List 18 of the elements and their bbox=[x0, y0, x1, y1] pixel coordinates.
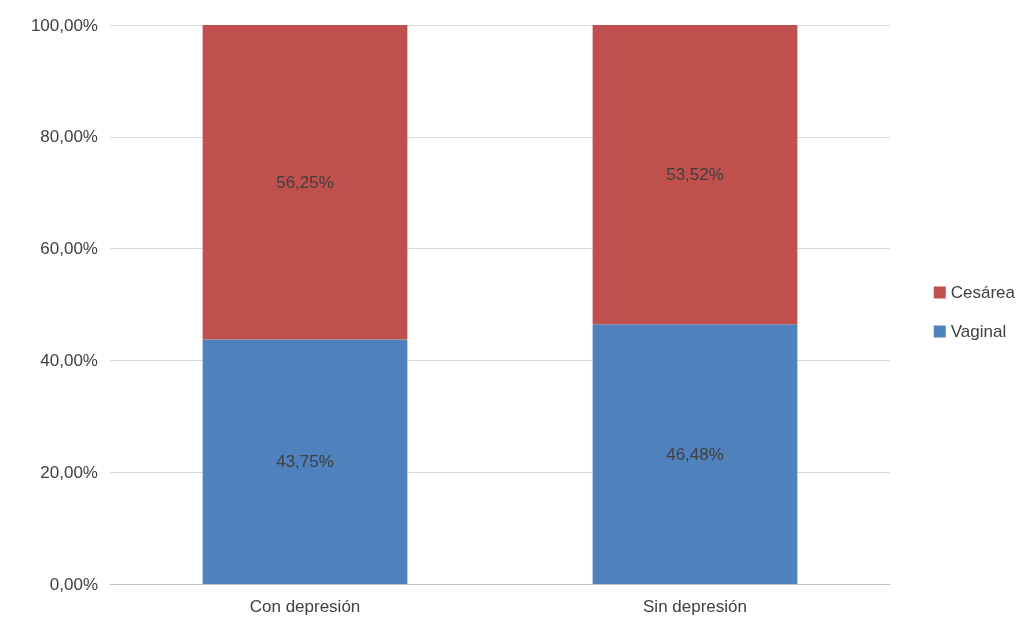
y-tick-label: 20,00% bbox=[40, 462, 98, 482]
y-tick-label: 60,00% bbox=[40, 239, 98, 259]
bar bbox=[592, 25, 798, 325]
legend-label: Vaginal bbox=[950, 322, 1007, 341]
y-tick-label: 80,00% bbox=[40, 127, 98, 147]
y-tick-label: 0,00% bbox=[49, 574, 98, 594]
bar bbox=[592, 324, 798, 584]
data-label: 46,48% bbox=[666, 444, 724, 464]
data-label: 53,52% bbox=[666, 165, 724, 185]
data-label: 43,75% bbox=[276, 452, 334, 472]
x-tick-label: Sin depresión bbox=[643, 597, 747, 616]
y-tick-label: 40,00% bbox=[40, 350, 98, 370]
x-tick-label: Con depresión bbox=[249, 597, 361, 616]
legend-label: Cesárea bbox=[950, 283, 1016, 302]
y-tick-label: 100,00% bbox=[30, 15, 98, 35]
bar bbox=[202, 339, 408, 584]
bar bbox=[202, 25, 408, 340]
data-label: 56,25% bbox=[276, 172, 334, 192]
